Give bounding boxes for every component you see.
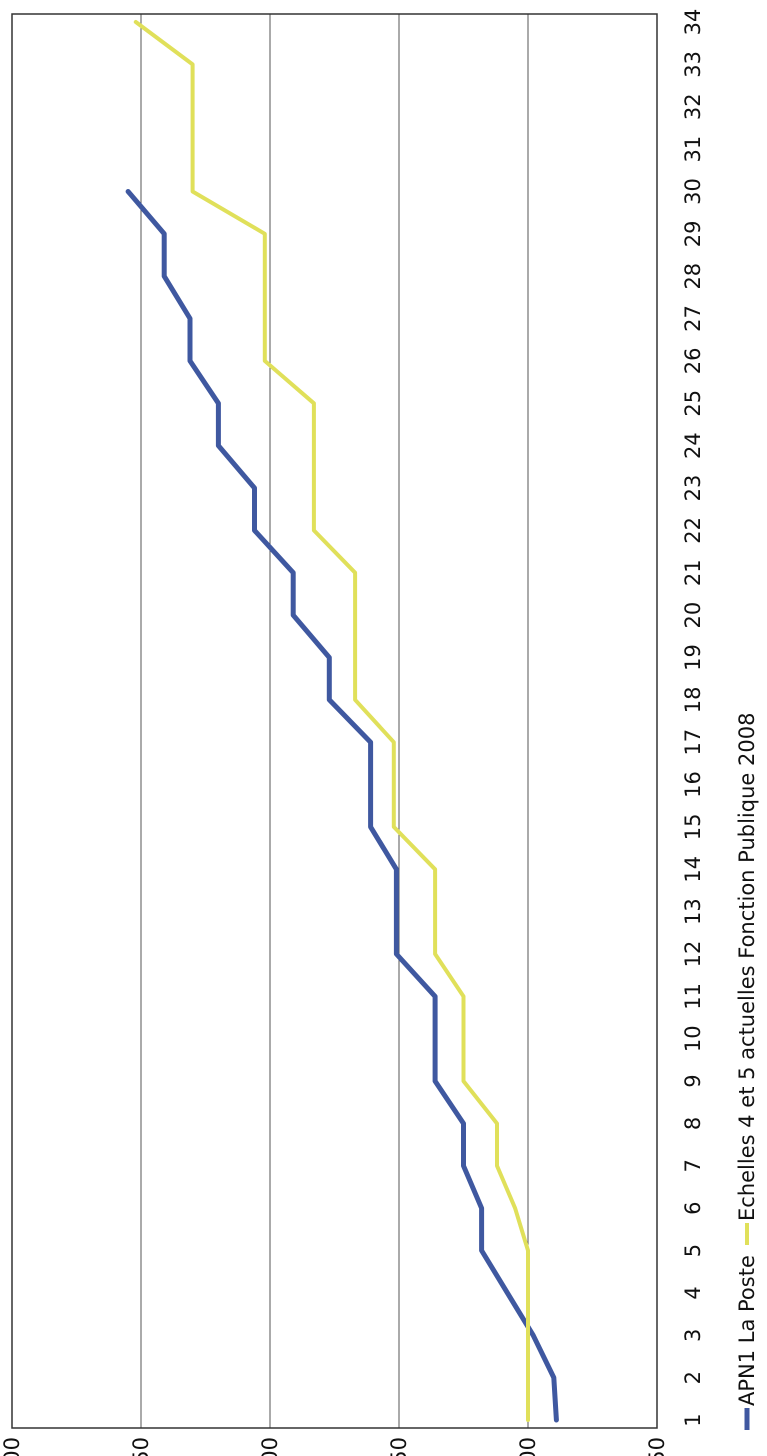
x-tick-label: 18	[681, 686, 705, 713]
x-tick-label: 33	[681, 51, 705, 78]
x-tick-label: 30	[681, 178, 705, 205]
legend-label-1: APN1 La Poste	[735, 1255, 759, 1406]
x-tick-label: 13	[681, 898, 705, 925]
x-tick-label: 34	[681, 9, 705, 36]
x-tick-label: 4	[681, 1286, 705, 1299]
x-tick-label: 14	[681, 856, 705, 883]
y-tick-label: 500	[0, 1437, 24, 1456]
x-axis-ticks: 1234567891011121314151617181920212223242…	[681, 9, 705, 1427]
x-tick-label: 9	[681, 1074, 705, 1087]
y-tick-label: 300	[516, 1437, 540, 1456]
gridlines	[140, 14, 529, 1428]
y-tick-label: 400	[258, 1437, 282, 1456]
x-tick-label: 32	[681, 93, 705, 120]
x-tick-label: 15	[681, 814, 705, 841]
y-tick-label: 450	[129, 1437, 153, 1456]
x-tick-label: 29	[681, 220, 705, 247]
x-tick-label: 27	[681, 305, 705, 332]
y-tick-label: 250	[645, 1437, 669, 1456]
x-tick-label: 8	[681, 1117, 705, 1130]
x-tick-label: 7	[681, 1159, 705, 1172]
x-tick-label: 25	[681, 390, 705, 417]
x-tick-label: 28	[681, 263, 705, 290]
x-tick-label: 5	[681, 1244, 705, 1257]
x-tick-label: 6	[681, 1201, 705, 1214]
x-tick-label: 12	[681, 941, 705, 968]
y-tick-label: 350	[387, 1437, 411, 1456]
x-tick-label: 21	[681, 559, 705, 586]
legend: APN1 La Poste Echelles 4 et 5 actuelles F…	[735, 713, 759, 1430]
x-tick-label: 17	[681, 729, 705, 756]
x-tick-label: 19	[681, 644, 705, 671]
y-axis-ticks: 250 300 350 400 450 500	[0, 1437, 669, 1456]
x-tick-label: 22	[681, 517, 705, 544]
x-tick-label: 23	[681, 475, 705, 502]
series-line-1	[125, 189, 559, 1423]
legend-label-2: Echelles 4 et 5 actuelles Fonction Publi…	[735, 713, 759, 1221]
x-tick-label: 10	[681, 1025, 705, 1052]
x-tick-label: 1	[681, 1413, 705, 1426]
x-tick-label: 24	[681, 432, 705, 459]
x-tick-label: 31	[681, 136, 705, 163]
series-lines	[125, 20, 559, 1423]
series-line-2	[133, 20, 530, 1422]
plot-frame	[11, 13, 658, 1429]
x-tick-label: 26	[681, 348, 705, 375]
x-tick-label: 20	[681, 602, 705, 629]
x-tick-label: 11	[681, 983, 705, 1010]
x-tick-label: 3	[681, 1329, 705, 1342]
x-tick-label: 16	[681, 771, 705, 798]
x-tick-label: 2	[681, 1371, 705, 1384]
